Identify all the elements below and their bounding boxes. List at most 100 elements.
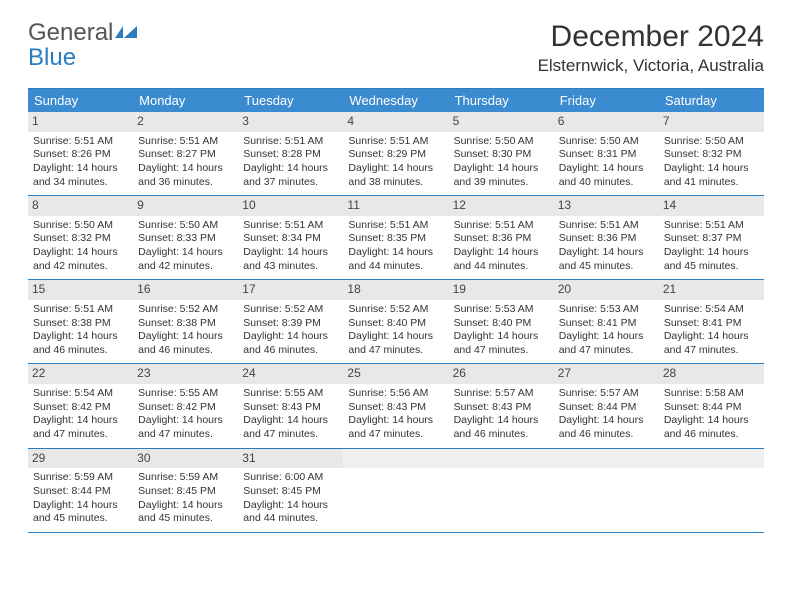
day-cell: 20Sunrise: 5:53 AMSunset: 8:41 PMDayligh…: [554, 280, 659, 363]
sunrise-text: Sunrise: 5:54 AM: [33, 387, 128, 401]
sunset-text: Sunset: 8:43 PM: [348, 401, 443, 415]
day-header-cell: Monday: [133, 89, 238, 112]
day-cell: [659, 449, 764, 532]
day-number: 20: [554, 280, 659, 300]
day-number: 23: [133, 364, 238, 384]
sunset-text: Sunset: 8:41 PM: [664, 317, 759, 331]
day-number: 25: [343, 364, 448, 384]
day-cell: 29Sunrise: 5:59 AMSunset: 8:44 PMDayligh…: [28, 449, 133, 532]
day-cell: 3Sunrise: 5:51 AMSunset: 8:28 PMDaylight…: [238, 112, 343, 195]
day-number: 22: [28, 364, 133, 384]
sunset-text: Sunset: 8:36 PM: [559, 232, 654, 246]
day-cell: 27Sunrise: 5:57 AMSunset: 8:44 PMDayligh…: [554, 364, 659, 447]
daylight-text: Daylight: 14 hours and 45 minutes.: [33, 499, 128, 526]
day-cell: 8Sunrise: 5:50 AMSunset: 8:32 PMDaylight…: [28, 196, 133, 279]
day-cell: 4Sunrise: 5:51 AMSunset: 8:29 PMDaylight…: [343, 112, 448, 195]
location-text: Elsternwick, Victoria, Australia: [538, 56, 764, 76]
sunrise-text: Sunrise: 5:51 AM: [454, 219, 549, 233]
day-number: 21: [659, 280, 764, 300]
day-header-cell: Tuesday: [238, 89, 343, 112]
daylight-text: Daylight: 14 hours and 40 minutes.: [559, 162, 654, 189]
sunset-text: Sunset: 8:43 PM: [243, 401, 338, 415]
daylight-text: Daylight: 14 hours and 41 minutes.: [664, 162, 759, 189]
sunrise-text: Sunrise: 5:59 AM: [33, 471, 128, 485]
daylight-text: Daylight: 14 hours and 46 minutes.: [33, 330, 128, 357]
day-number: 26: [449, 364, 554, 384]
month-title: December 2024: [538, 20, 764, 54]
logo-text-blue: Blue: [28, 45, 141, 70]
sunrise-text: Sunrise: 5:51 AM: [664, 219, 759, 233]
sunset-text: Sunset: 8:32 PM: [664, 148, 759, 162]
daylight-text: Daylight: 14 hours and 45 minutes.: [138, 499, 233, 526]
sunrise-text: Sunrise: 5:59 AM: [138, 471, 233, 485]
day-header-cell: Wednesday: [343, 89, 448, 112]
day-number: 17: [238, 280, 343, 300]
daylight-text: Daylight: 14 hours and 47 minutes.: [348, 414, 443, 441]
day-cell: 25Sunrise: 5:56 AMSunset: 8:43 PMDayligh…: [343, 364, 448, 447]
day-number: 19: [449, 280, 554, 300]
day-cell: 24Sunrise: 5:55 AMSunset: 8:43 PMDayligh…: [238, 364, 343, 447]
day-number: 14: [659, 196, 764, 216]
sunset-text: Sunset: 8:40 PM: [454, 317, 549, 331]
daylight-text: Daylight: 14 hours and 47 minutes.: [664, 330, 759, 357]
day-header-row: SundayMondayTuesdayWednesdayThursdayFrid…: [28, 89, 764, 112]
week-row: 1Sunrise: 5:51 AMSunset: 8:26 PMDaylight…: [28, 112, 764, 196]
day-number: 1: [28, 112, 133, 132]
day-number: 28: [659, 364, 764, 384]
day-number: [343, 449, 448, 469]
day-number: 18: [343, 280, 448, 300]
day-cell: 14 Sunrise: 5:51 AMSunset: 8:37 PMDayligh…: [659, 196, 764, 279]
day-header-cell: Sunday: [28, 89, 133, 112]
day-number: [449, 449, 554, 469]
daylight-text: Daylight: 14 hours and 42 minutes.: [33, 246, 128, 273]
logo: General Blue: [28, 20, 141, 70]
day-cell: 13Sunrise: 5:51 AMSunset: 8:36 PMDayligh…: [554, 196, 659, 279]
sunrise-text: Sunrise: 5:50 AM: [138, 219, 233, 233]
sunset-text: Sunset: 8:36 PM: [454, 232, 549, 246]
day-cell: 26Sunrise: 5:57 AMSunset: 8:43 PMDayligh…: [449, 364, 554, 447]
day-number: 12: [449, 196, 554, 216]
sunrise-text: Sunrise: 5:51 AM: [348, 135, 443, 149]
day-cell: 16Sunrise: 5:52 AMSunset: 8:38 PMDayligh…: [133, 280, 238, 363]
day-number: 13: [554, 196, 659, 216]
daylight-text: Daylight: 14 hours and 37 minutes.: [243, 162, 338, 189]
daylight-text: Daylight: 14 hours and 45 minutes.: [664, 246, 759, 273]
daylight-text: Daylight: 14 hours and 42 minutes.: [138, 246, 233, 273]
sunrise-text: Sunrise: 5:54 AM: [664, 303, 759, 317]
sunset-text: Sunset: 8:30 PM: [454, 148, 549, 162]
day-cell: 17Sunrise: 5:52 AMSunset: 8:39 PMDayligh…: [238, 280, 343, 363]
sunrise-text: Sunrise: 5:53 AM: [454, 303, 549, 317]
day-cell: 11Sunrise: 5:51 AMSunset: 8:35 PMDayligh…: [343, 196, 448, 279]
day-number: 7: [659, 112, 764, 132]
day-number: 29: [28, 449, 133, 469]
sunrise-text: Sunrise: 5:51 AM: [243, 135, 338, 149]
daylight-text: Daylight: 14 hours and 46 minutes.: [454, 414, 549, 441]
daylight-text: Daylight: 14 hours and 46 minutes.: [138, 330, 233, 357]
sunset-text: Sunset: 8:45 PM: [138, 485, 233, 499]
sunset-text: Sunset: 8:37 PM: [664, 232, 759, 246]
day-number: 27: [554, 364, 659, 384]
daylight-text: Daylight: 14 hours and 47 minutes.: [138, 414, 233, 441]
day-number: 5: [449, 112, 554, 132]
day-number: 11: [343, 196, 448, 216]
sunset-text: Sunset: 8:35 PM: [348, 232, 443, 246]
day-cell: 23Sunrise: 5:55 AMSunset: 8:42 PMDayligh…: [133, 364, 238, 447]
daylight-text: Daylight: 14 hours and 44 minutes.: [243, 499, 338, 526]
sunrise-text: Sunrise: 5:52 AM: [243, 303, 338, 317]
daylight-text: Daylight: 14 hours and 43 minutes.: [243, 246, 338, 273]
day-cell: 21 Sunrise: 5:54 AMSunset: 8:41 PMDayligh…: [659, 280, 764, 363]
daylight-text: Daylight: 14 hours and 47 minutes.: [33, 414, 128, 441]
title-block: December 2024 Elsternwick, Victoria, Aus…: [538, 20, 764, 76]
day-cell: 30Sunrise: 5:59 AMSunset: 8:45 PMDayligh…: [133, 449, 238, 532]
logo-flag-icon: [115, 19, 141, 46]
sunset-text: Sunset: 8:40 PM: [348, 317, 443, 331]
daylight-text: Daylight: 14 hours and 47 minutes.: [454, 330, 549, 357]
sunset-text: Sunset: 8:28 PM: [243, 148, 338, 162]
sunset-text: Sunset: 8:41 PM: [559, 317, 654, 331]
daylight-text: Daylight: 14 hours and 46 minutes.: [243, 330, 338, 357]
day-cell: 6Sunrise: 5:50 AMSunset: 8:31 PMDaylight…: [554, 112, 659, 195]
day-header-cell: Saturday: [659, 89, 764, 112]
sunset-text: Sunset: 8:31 PM: [559, 148, 654, 162]
sunset-text: Sunset: 8:33 PM: [138, 232, 233, 246]
sunset-text: Sunset: 8:38 PM: [33, 317, 128, 331]
